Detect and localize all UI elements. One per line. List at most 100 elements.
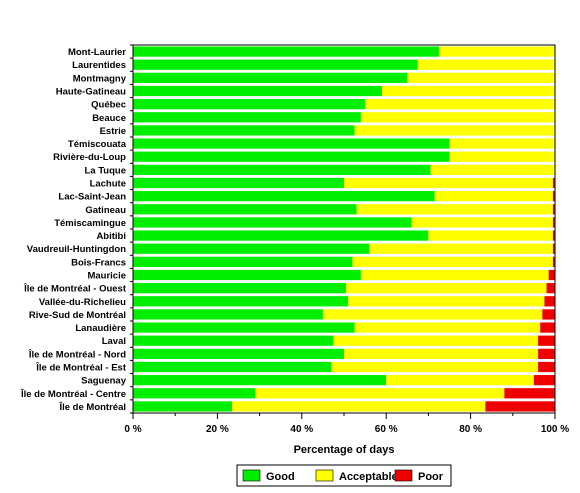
x-tick-label: 20 % [206,424,229,435]
bar-segment-poor [504,388,555,399]
bar-segment-good [133,85,382,97]
x-axis-title: Percentage of days [294,444,395,456]
bar-segment-good [133,125,355,136]
x-tick-label: 0 % [124,424,141,435]
bar-segment-good [133,230,429,241]
category-label: Témiscamingue [54,218,126,229]
legend-swatch-acceptable [315,469,334,482]
x-tick-label: 40 % [290,424,313,435]
bar-segment-poor [538,335,555,346]
legend: Good Acceptable Poor [236,464,452,487]
bar-segment-acceptable [449,151,555,162]
bar-segment-poor [540,322,555,333]
bar-segment-poor [552,217,555,228]
category-label: Île de Montréal - Est [35,362,127,374]
bar-segment-acceptable [365,99,555,110]
bar-segment-poor [552,230,555,241]
bar-segment-poor [533,375,555,386]
category-label: Abitibi [96,231,126,242]
bar-segment-good [133,112,361,123]
x-tick-label: 100 % [541,424,569,435]
category-label: Bois-Francs [71,257,126,268]
bar-segment-acceptable [354,322,541,333]
category-label: Beauce [92,113,126,124]
bar-segment-good [133,72,408,83]
category-label: Île de Montréal - Ouest [23,283,127,295]
bar-segment-good [133,138,450,149]
bar-segment-acceptable [346,283,547,294]
bar-segment-acceptable [232,401,486,412]
bar-segment-poor [542,309,555,320]
bar-segment-poor [552,177,555,189]
bar-segment-acceptable [354,125,555,136]
bar-segment-acceptable [360,269,549,281]
bar-segment-good [133,322,355,333]
bar-segment-good [133,191,435,202]
bar-segment-good [133,296,349,307]
legend-swatch-poor [394,469,413,482]
bar-segment-acceptable [407,72,555,83]
bar-segment-acceptable [386,375,534,386]
bar-segment-good [133,243,370,254]
bar-segment-poor [552,191,555,202]
category-label: Montmagny [73,73,127,84]
bar-segment-acceptable [449,138,555,149]
bar-segment-acceptable [369,243,553,254]
category-label: Lac-Saint-Jean [58,192,126,203]
bar-segment-poor [546,283,555,294]
bar-segment-good [133,309,323,320]
bar-segment-good [133,269,361,281]
bar-segment-poor [538,348,555,359]
bar-segment-acceptable [344,348,539,359]
category-label: Haute-Gatineau [56,87,126,98]
bar-segment-good [133,283,347,294]
category-label: Rivière-du-Loup [53,152,126,163]
bar-segment-good [133,256,353,267]
bar-segment-poor [552,256,555,267]
x-tick-label: 60 % [375,424,398,435]
bar-segment-good [133,217,412,228]
bar-segment-acceptable [352,256,553,267]
category-label: Île de Montréal - Nord [28,348,126,360]
bar-segment-good [133,164,431,175]
bar-segment-acceptable [255,388,505,399]
bar-segment-poor [544,296,555,307]
bar-segment-good [133,348,344,359]
category-label: Laurentides [72,60,126,71]
category-label: Laval [102,336,126,347]
bar-segment-good [133,204,357,215]
category-labels: Mont-Laurier Laurentides Montmagny Haute-Ga… [20,47,127,413]
bar-segment-acceptable [417,59,555,70]
bar-segment-good [133,335,334,346]
x-tick-label: 80 % [459,424,482,435]
bar-segment-good [133,388,256,399]
category-label: Vaudreuil-Huntingdon [27,244,126,255]
category-label: Île de Montréal - Centre [20,388,126,400]
bar-segment-good [133,361,332,373]
bar-segment-acceptable [331,361,539,373]
bar-segment-acceptable [348,296,545,307]
legend-label-poor: Poor [418,471,444,483]
bar-segment-good [133,401,233,412]
category-label: Vallée-du-Richelieu [39,297,126,308]
category-label: Île de Montréal [58,401,126,413]
bar-segment-poor [485,401,555,412]
bar-segment-poor [552,243,555,254]
category-label: Mauricie [87,271,126,282]
bar-segment-acceptable [430,164,555,175]
bar-segment-acceptable [360,112,555,123]
category-label: Gatineau [85,205,126,216]
bar-segment-acceptable [411,217,553,228]
bar-segment-acceptable [434,191,553,202]
bar-segment-acceptable [333,335,539,346]
axes-layer: 0 % 20 % 40 % 60 % 80 % 100 % [124,44,569,435]
bar-segment-poor [552,204,555,215]
category-label: La Tuque [84,165,126,176]
bar-segment-good [133,59,418,70]
bar-segment-acceptable [428,230,553,241]
category-label: Témiscouata [68,139,127,150]
bar-segment-acceptable [438,46,555,57]
bar-segment-good [133,177,344,189]
bar-segment-acceptable [356,204,553,215]
